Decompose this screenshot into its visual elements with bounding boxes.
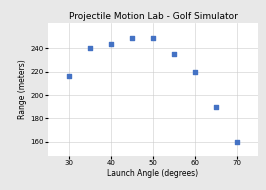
Point (193, 70, 197, 73)
Point (214, 105, 218, 108)
Point (151, 36, 155, 40)
Point (235, 140, 239, 143)
Y-axis label: Range (meters): Range (meters) (18, 59, 27, 119)
Title: Projectile Motion Lab - Golf Simulator: Projectile Motion Lab - Golf Simulator (69, 12, 237, 21)
X-axis label: Launch Angle (degrees): Launch Angle (degrees) (107, 169, 198, 178)
Point (88, 47, 92, 50)
Point (109, 42, 113, 45)
Point (130, 36, 134, 40)
Point (67, 75, 71, 78)
Point (172, 53, 176, 56)
